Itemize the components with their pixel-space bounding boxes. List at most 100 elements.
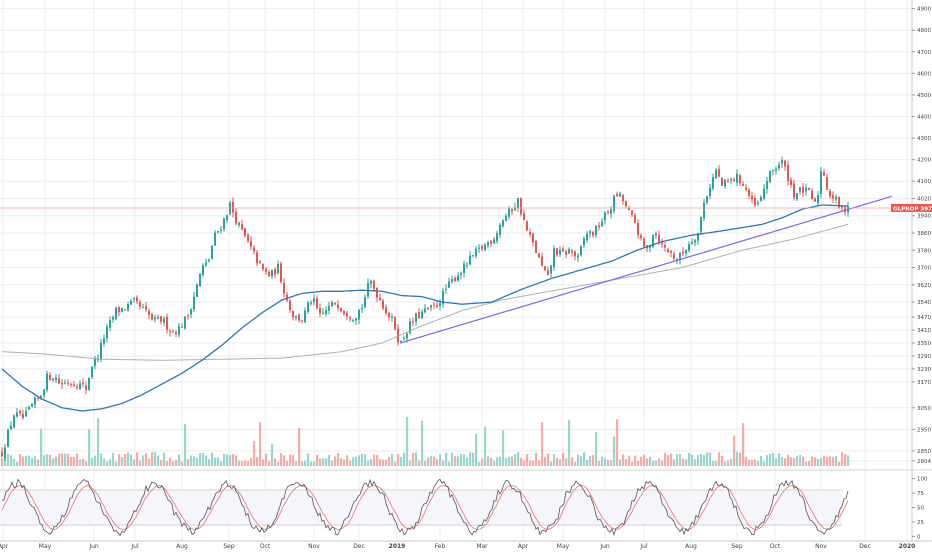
volume-bar: [805, 461, 808, 466]
stoch-d-line: [1, 485, 849, 530]
candle-body: [655, 233, 657, 236]
candle-body: [433, 304, 435, 306]
price-tick-label: 3410: [917, 328, 931, 334]
volume-bar: [79, 459, 82, 466]
candle-body: [724, 179, 726, 187]
candle-body: [817, 195, 819, 204]
candle-body: [838, 196, 840, 208]
price-tick-label: 3620: [917, 283, 931, 289]
volume-bar: [604, 458, 607, 466]
volume-bar: [10, 455, 13, 466]
volume-bar: [508, 456, 511, 466]
candle-body: [460, 273, 462, 275]
candle-body: [718, 169, 720, 177]
price-tick-label: 2850: [917, 449, 931, 455]
candle-body: [445, 288, 447, 290]
candle-body: [232, 201, 234, 213]
candle-body: [397, 328, 399, 343]
candle-body: [385, 307, 387, 314]
candle-body: [214, 232, 216, 246]
volume-bar: [472, 452, 475, 466]
volume-bar: [235, 455, 238, 466]
candle-body: [739, 175, 741, 184]
candle-body: [370, 281, 372, 284]
candle-body: [625, 200, 627, 207]
candle-body: [613, 195, 615, 211]
candle-body: [538, 253, 540, 258]
volume-bar: [454, 456, 457, 466]
volume-bar: [142, 455, 145, 466]
volume-bar: [598, 460, 601, 466]
candle-body: [799, 187, 801, 192]
time-tick-label: Oct: [260, 543, 271, 550]
candle-body: [121, 308, 123, 312]
volume-bar: [790, 457, 793, 466]
candle-body: [340, 308, 342, 312]
volume-bar: [592, 454, 595, 466]
volume-bar: [262, 459, 265, 466]
candle-body: [289, 300, 291, 310]
candle-body: [283, 282, 285, 294]
time-tick-label: Nov: [815, 543, 827, 550]
volume-bar: [736, 452, 739, 466]
volume-bar: [634, 455, 637, 466]
candle-body: [265, 268, 267, 272]
candle-body: [274, 268, 276, 275]
volume-bar: [325, 458, 328, 466]
candle-body: [412, 321, 414, 323]
volume-bar: [670, 453, 673, 466]
candle-body: [211, 245, 213, 259]
volume-bar: [82, 459, 85, 466]
candle-body: [337, 304, 339, 309]
oscillator-pane: [0, 478, 849, 537]
candle-body: [481, 246, 483, 249]
candle-body: [37, 398, 39, 400]
volume-bar: [730, 458, 733, 466]
time-tick-label: May: [557, 543, 570, 550]
volume-bar: [307, 453, 310, 466]
volume-bar: [523, 460, 526, 466]
candle-body: [649, 245, 651, 248]
candle-body: [727, 180, 729, 182]
price-axis: 2804 2850 2950 3050 3170 3230 3290 3350 3410 3470…: [911, 0, 931, 541]
volume-bar: [133, 459, 136, 466]
candle-body: [628, 207, 630, 210]
volume-bar: [484, 426, 487, 466]
candle-body: [652, 235, 654, 247]
volume-bar: [358, 455, 361, 466]
price-tick-label: 4300: [917, 136, 931, 142]
candle-body: [688, 244, 690, 251]
volume-bar: [673, 459, 676, 466]
volume-bar: [847, 455, 850, 466]
candle-body: [196, 284, 198, 297]
candle-body: [259, 261, 261, 263]
volume-bar: [175, 459, 178, 466]
volume-bar: [394, 461, 397, 466]
candle-body: [751, 195, 753, 199]
volume-bar: [88, 429, 91, 466]
price-tick-label: 3940: [917, 214, 931, 220]
candle-body: [454, 277, 456, 281]
volume-bar: [628, 455, 631, 466]
candle-body: [136, 297, 138, 302]
candle-body: [442, 290, 444, 305]
price-tick-label: 4100: [917, 179, 931, 185]
candle-body: [82, 382, 84, 385]
candle-body: [226, 215, 228, 220]
volume-bar: [40, 428, 43, 466]
volume-bar: [415, 452, 418, 466]
volume-bar: [829, 456, 832, 466]
osc-tick-label: 50: [917, 506, 924, 512]
volume-bar: [28, 455, 31, 466]
volume-bar: [388, 456, 391, 466]
volume-bar: [214, 457, 217, 466]
candle-body: [532, 233, 534, 243]
volume-bar: [583, 452, 586, 466]
price-tick-label: 3350: [917, 341, 931, 347]
candle-body: [124, 309, 126, 311]
candle-body: [499, 224, 501, 235]
volume-bar: [220, 461, 223, 466]
volume-bar: [400, 457, 403, 466]
candle-body: [748, 189, 750, 197]
